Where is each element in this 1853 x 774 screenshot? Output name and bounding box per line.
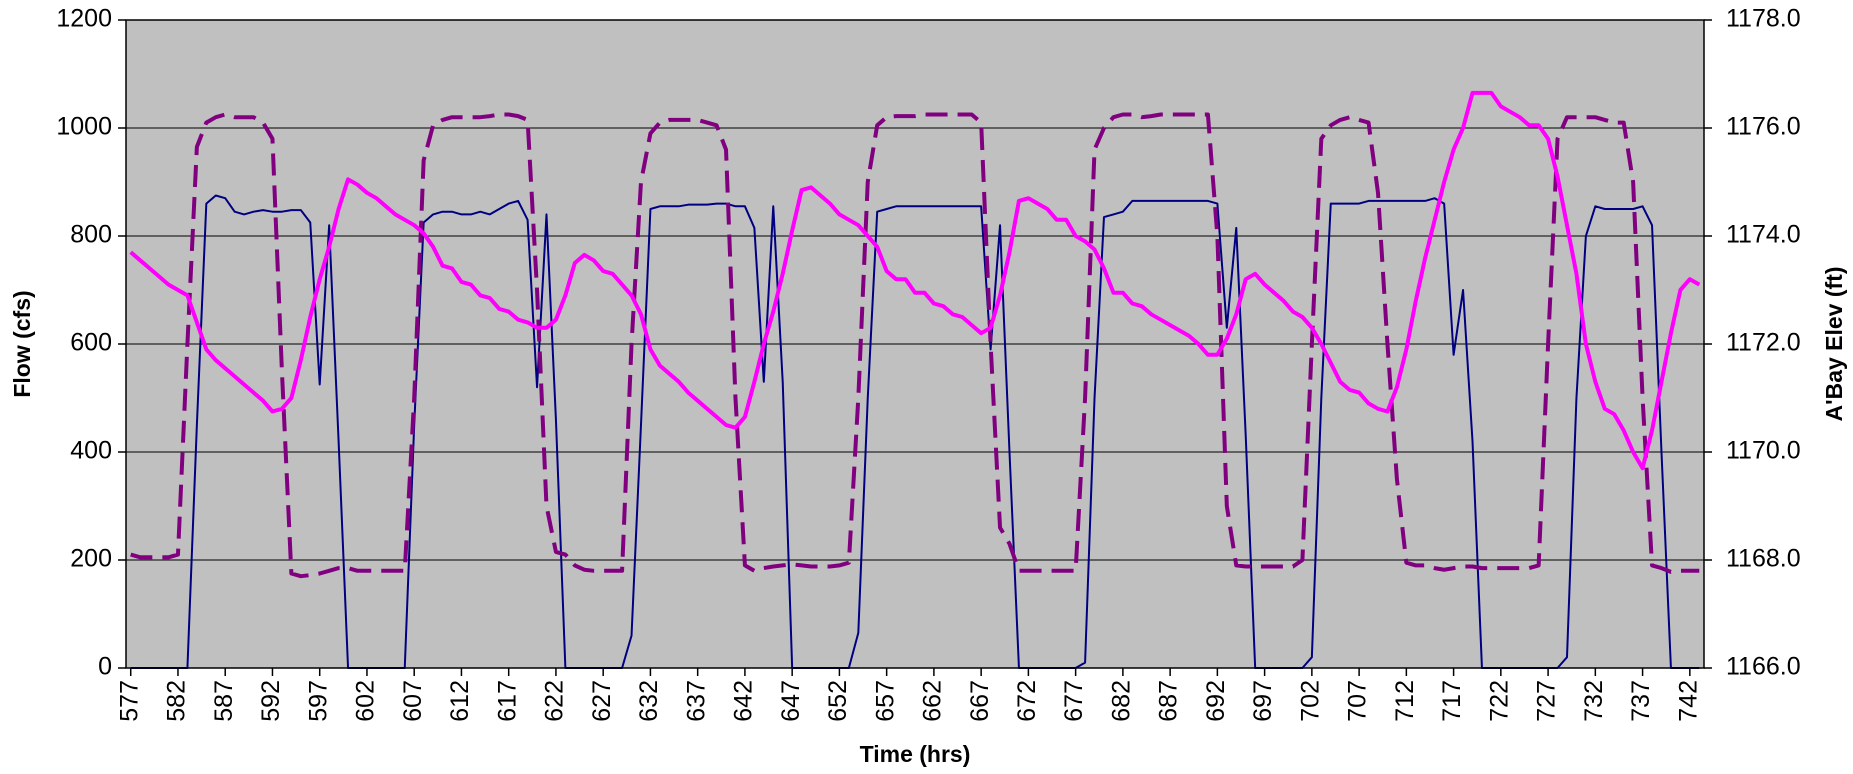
x-tick-label: 672 [1013, 680, 1041, 722]
y2-tick-label: 1166.0 [1726, 653, 1801, 681]
y2-axis-title: A'Bay Elev (ft) [1821, 266, 1847, 421]
x-tick-label: 667 [966, 680, 994, 722]
y-tick-label: 0 [98, 653, 112, 681]
x-tick-label: 682 [1107, 680, 1135, 722]
x-tick-label: 657 [871, 680, 899, 722]
x-tick-label: 732 [1580, 680, 1608, 722]
x-tick-label: 627 [588, 680, 616, 722]
y-tick-label: 800 [70, 221, 112, 249]
x-tick-label: 642 [730, 680, 758, 722]
y-tick-label: 600 [70, 329, 112, 357]
x-tick-label: 662 [919, 680, 947, 722]
y2-tick-label: 1172.0 [1726, 329, 1801, 357]
y2-tick-label: 1178.0 [1726, 5, 1801, 33]
x-tick-label: 582 [163, 680, 191, 722]
y-tick-label: 1000 [56, 113, 112, 141]
x-tick-label: 647 [777, 680, 805, 722]
x-axis-title: Time (hrs) [860, 741, 971, 767]
x-tick-label: 587 [210, 680, 238, 722]
y2-tick-label: 1174.0 [1726, 221, 1801, 249]
plot-border [125, 19, 1705, 669]
x-tick-label: 702 [1296, 680, 1324, 722]
y-axis-title: Flow (cfs) [9, 290, 35, 397]
x-tick-label: 592 [257, 680, 285, 722]
x-tick-label: 617 [493, 680, 521, 722]
x-tick-label: 637 [682, 680, 710, 722]
x-tick-label: 692 [1202, 680, 1230, 722]
x-tick-label: 597 [304, 680, 332, 722]
x-tick-label: 632 [635, 680, 663, 722]
x-tick-label: 737 [1627, 680, 1655, 722]
x-tick-label: 652 [824, 680, 852, 722]
y2-tick-label: 1176.0 [1726, 113, 1801, 141]
x-tick-label: 712 [1391, 680, 1419, 722]
series-line [129, 90, 1701, 471]
x-tick-label: 742 [1674, 680, 1702, 722]
series-line [130, 112, 1700, 579]
x-tick-label: 722 [1485, 680, 1513, 722]
x-tick-label: 602 [352, 680, 380, 722]
y-tick-label: 1200 [56, 5, 112, 33]
x-tick-label: 607 [399, 680, 427, 722]
x-tick-label: 697 [1249, 680, 1277, 722]
y2-tick-label: 1168.0 [1726, 545, 1801, 573]
x-tick-label: 687 [1155, 680, 1183, 722]
y-tick-label: 400 [70, 437, 112, 465]
x-tick-label: 727 [1533, 680, 1561, 722]
x-tick-label: 622 [541, 680, 569, 722]
x-tick-label: 577 [115, 680, 143, 722]
x-tick-label: 612 [446, 680, 474, 722]
x-tick-label: 707 [1344, 680, 1372, 722]
y-tick-label: 200 [70, 545, 112, 573]
x-tick-label: 717 [1438, 680, 1466, 722]
x-tick-label: 677 [1060, 680, 1088, 722]
y2-tick-label: 1170.0 [1726, 437, 1801, 465]
